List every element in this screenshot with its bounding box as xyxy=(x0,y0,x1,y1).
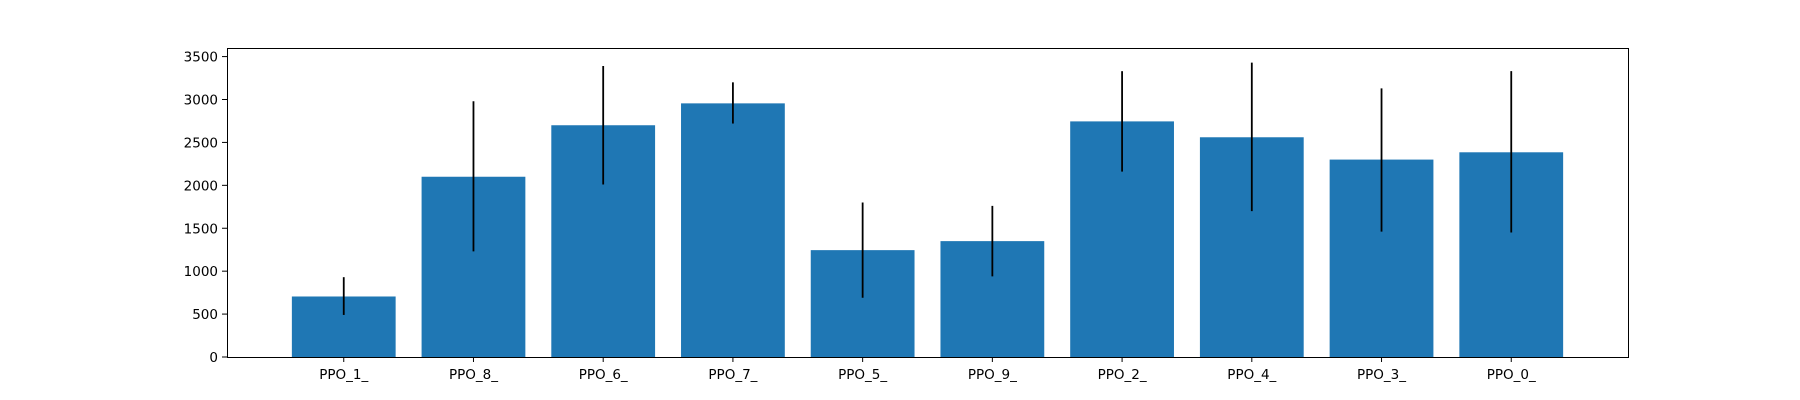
y-tick-label: 3500 xyxy=(184,50,218,66)
y-tick-label: 1000 xyxy=(184,264,218,280)
y-tick-label: 2500 xyxy=(184,135,218,151)
y-tick-label: 1500 xyxy=(184,221,218,237)
x-tick-label: PPO_9_ xyxy=(968,367,1017,383)
y-axis: 0 500 1000 1500 2000 2500 3000 3500 xyxy=(184,50,227,366)
bar xyxy=(681,103,785,357)
x-tick-label: PPO_0_ xyxy=(1487,367,1536,383)
error-bars-layer xyxy=(342,62,1513,315)
x-tick-label: PPO_1_ xyxy=(319,367,368,383)
y-tick-label: 0 xyxy=(209,350,218,366)
x-tick-label: PPO_3_ xyxy=(1357,367,1406,383)
y-tick-label: 3000 xyxy=(184,93,218,109)
x-axis: PPO_1_ PPO_8_ PPO_6_ PPO_7_ PPO_5_ PPO_9_ PPO_… xyxy=(319,357,1536,383)
x-tick-label: PPO_6_ xyxy=(579,367,628,383)
plot-frame xyxy=(227,48,1629,358)
y-tick-label: 2000 xyxy=(184,178,218,194)
y-tick-label: 500 xyxy=(192,307,218,323)
x-tick-label: PPO_8_ xyxy=(449,367,498,383)
x-tick-label: PPO_2_ xyxy=(1098,367,1147,383)
x-tick-label: PPO_4_ xyxy=(1227,367,1276,383)
bars-layer xyxy=(291,103,1564,357)
x-tick-label: PPO_5_ xyxy=(838,367,887,383)
x-tick-label: PPO_7_ xyxy=(708,367,757,383)
